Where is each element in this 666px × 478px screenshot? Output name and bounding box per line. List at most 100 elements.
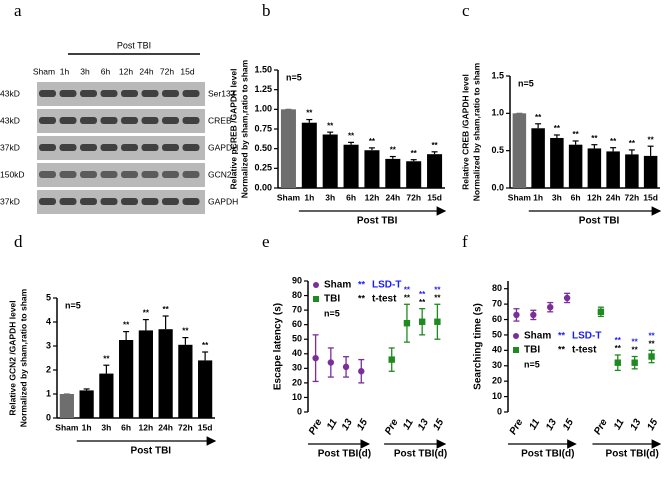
x-tick-label: 1h [304,192,314,202]
y-tick-label: 0 [46,412,51,422]
note: n=5 [286,72,302,82]
blot-band [59,198,77,205]
protein-label: GAPDH [208,196,238,206]
x-tick-label: Pre [307,417,325,437]
x-tick-label: 1h [533,192,543,202]
bar [59,394,74,418]
x-tick-label: 11 [401,417,416,432]
bar [364,150,380,188]
y-tick-label: 60 [292,319,302,329]
blot-band [182,144,200,151]
bar [625,154,639,188]
blot-band [162,90,179,97]
y-tick-label: 1.50 [254,64,272,74]
blot-band [121,90,138,97]
protein-label: GCN2 [208,169,232,179]
x-tick-label: 11 [612,417,627,432]
point [342,363,350,371]
legend-marker [313,296,319,302]
significance-t: ** [419,298,426,307]
significance: ** [591,134,598,143]
protein-label: Ser133 [208,88,236,98]
bar [427,154,443,188]
size-label: 37kD [0,142,20,152]
x-tick-label: 3h [325,192,335,202]
significance: ** [629,139,636,148]
x-tick-label: 13 [416,417,431,433]
lane-label: 72h [160,66,174,76]
significance-t: ** [632,346,639,355]
significance: ** [143,309,150,318]
panel-letter: b [262,1,271,20]
x-tick-label: 6h [346,192,356,202]
x-tick-label: 1h [82,422,92,432]
significance: ** [535,113,542,122]
x-tick-label: 15 [645,417,660,433]
y-axis-label: Relative pCREB /GAPDH level [228,69,238,190]
blot-band [162,144,179,151]
y-tick-label: 50 [492,329,502,339]
x-tick-label: 15 [431,417,446,433]
significance-lsd: ** [419,290,426,299]
blot-band [100,117,118,124]
y-tick-label: 1.0 [491,108,504,118]
x-tick-label: Sham [508,192,532,202]
y-tick-label: 70 [292,304,302,314]
x-axis-label: Post TBI [579,216,620,227]
legend-label: t-test [372,294,397,305]
bar [301,122,317,188]
bar [587,148,602,188]
blot-band [162,117,179,124]
y-tick-label: 60 [492,314,502,324]
group-label: Post TBI [117,40,151,50]
x-tick-label: 72h [406,192,421,202]
blot-band [182,90,200,97]
y-tick-label: 80 [492,283,502,293]
size-label: 43kD [0,88,20,98]
significance: ** [610,137,617,146]
blot-band [182,117,200,124]
x-axis-label: Post TBI(d) [521,449,574,460]
bar [79,390,94,418]
x-tick-label: 72h [178,422,193,432]
blot-band [80,117,97,124]
point [418,318,426,325]
y-tick-label: 80 [292,290,302,300]
bar [643,155,658,188]
point [403,320,411,327]
blot-band [80,90,97,97]
y-tick-label: 0.0 [491,182,504,192]
blot-band [141,117,159,124]
note: n=5 [524,359,540,369]
panel-letter: d [14,232,23,251]
y-tick-label: 0.00 [254,182,272,192]
y-tick-label: 10 [492,391,502,401]
x-tick-label: 12h [139,422,154,432]
y-axis-label: Relative CREB /GAPDH level [460,74,470,190]
y-tick-label: 10 [292,392,302,402]
x-tick-label: 3h [552,192,562,202]
lane-label: 6h [101,66,111,76]
significance: ** [369,137,376,146]
significance: ** [103,354,110,363]
y-tick-label: 50 [292,334,302,344]
y-tick-label: 0 [297,406,302,416]
blot-band [59,171,77,178]
bar [550,137,564,188]
significance-t: ** [648,339,655,348]
y-tick-label: 3 [46,340,51,350]
y-tick-label: 40 [292,348,302,358]
significance: ** [123,321,130,330]
blot-band [121,144,138,151]
point [312,354,319,362]
bar [280,109,296,188]
y-tick-label: 5 [46,292,51,302]
significance-lsd: ** [615,336,622,345]
y-tick-label: 4 [46,316,51,326]
size-label: 43kD [0,115,20,125]
x-tick-label: 72h [625,192,640,202]
y-axis-label: Normalized by sham,ratio to sham [18,288,28,427]
bar [512,113,527,188]
blot-band [100,90,118,97]
blot-band [59,117,77,124]
